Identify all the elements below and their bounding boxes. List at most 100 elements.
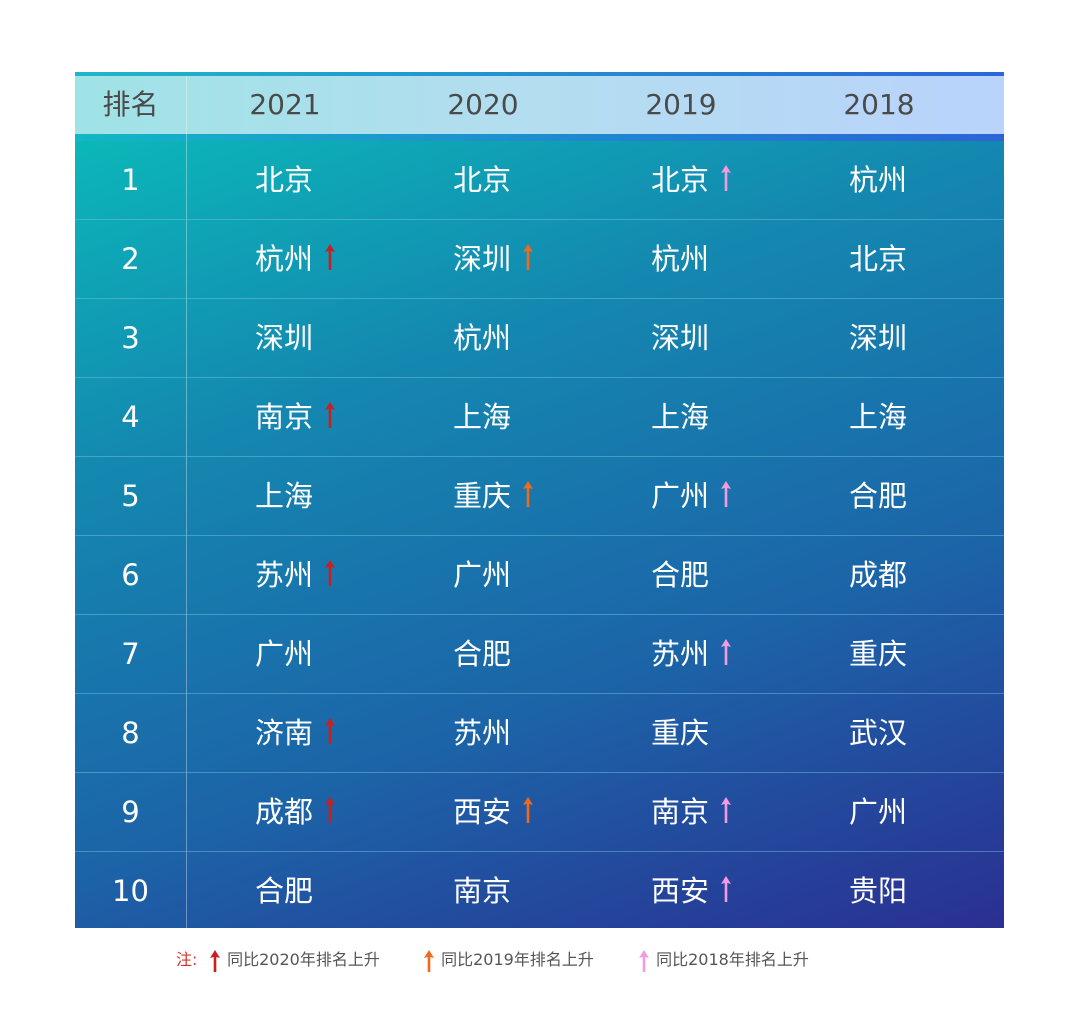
table-row: 3 深圳 杭州 深圳 深圳 xyxy=(75,299,1004,378)
city-cell: 南京 xyxy=(453,852,511,931)
city-name: 杭州 xyxy=(255,242,314,276)
city-cell: 合肥 xyxy=(453,615,511,694)
row-divider xyxy=(75,219,1004,220)
city-name: 北京 xyxy=(255,163,314,197)
city-cell: 贵阳 xyxy=(849,852,907,931)
table-row: 2 杭州 深圳 杭州 北京 xyxy=(75,220,1004,299)
city-cell: 上海 xyxy=(453,378,511,457)
table-row: 8 济南 苏州 重庆 武汉 xyxy=(75,694,1004,773)
city-cell: 北京 xyxy=(849,220,907,299)
city-name: 广州 xyxy=(651,479,710,513)
city-name: 成都 xyxy=(849,558,908,592)
city-name: 合肥 xyxy=(849,479,908,513)
header-year-2020: 2020 xyxy=(447,88,519,121)
city-cell: 杭州 xyxy=(651,220,709,299)
city-name: 合肥 xyxy=(651,558,710,592)
city-name: 苏州 xyxy=(453,716,512,750)
city-cell: 深圳 xyxy=(849,299,907,378)
city-cell: 深圳 xyxy=(651,299,709,378)
city-cell: 苏州 xyxy=(255,536,337,615)
city-name: 北京 xyxy=(453,163,512,197)
city-name: 深圳 xyxy=(255,321,314,355)
city-cell: 成都 xyxy=(849,536,907,615)
city-cell: 南京 xyxy=(255,378,337,457)
city-name: 合肥 xyxy=(255,874,314,908)
legend-item-2018: 同比2018年排名上升 xyxy=(637,945,809,975)
legend-item-2020: 同比2020年排名上升 xyxy=(208,945,380,975)
table-row: 7 广州 合肥 苏州 重庆 xyxy=(75,615,1004,694)
header-year-2021: 2021 xyxy=(249,88,321,121)
city-cell: 北京 xyxy=(255,141,313,220)
rank-cell: 2 xyxy=(121,242,140,276)
arrow-up-icon xyxy=(637,949,651,972)
city-name: 济南 xyxy=(255,716,314,750)
city-cell: 苏州 xyxy=(453,694,511,773)
row-divider xyxy=(75,535,1004,536)
city-name: 杭州 xyxy=(849,163,908,197)
arrow-up-icon xyxy=(719,775,733,854)
city-cell: 深圳 xyxy=(453,220,535,299)
rank-cell: 5 xyxy=(121,479,140,513)
city-name: 武汉 xyxy=(849,716,908,750)
table-row: 4 南京 上海 上海 上海 xyxy=(75,378,1004,457)
city-cell: 广州 xyxy=(453,536,511,615)
city-name: 南京 xyxy=(651,795,710,829)
city-cell: 重庆 xyxy=(849,615,907,694)
rank-cell: 1 xyxy=(121,163,140,197)
ranking-table: 排名 2021 2020 2019 2018 1 北京 北京 北京 杭州 2 杭州 深圳 杭州北… xyxy=(75,72,1004,928)
rank-cell: 4 xyxy=(121,400,140,434)
city-name: 重庆 xyxy=(453,479,512,513)
rank-column-divider xyxy=(186,76,187,928)
city-cell: 西安 xyxy=(453,773,535,852)
table-row: 6 苏州 广州 合肥 成都 xyxy=(75,536,1004,615)
city-cell: 上海 xyxy=(255,457,313,536)
arrow-up-icon xyxy=(719,617,733,696)
city-cell: 合肥 xyxy=(849,457,907,536)
rank-cell: 8 xyxy=(121,716,140,750)
city-cell: 北京 xyxy=(453,141,511,220)
legend-text: 同比2019年排名上升 xyxy=(441,950,594,969)
arrow-up-icon xyxy=(323,696,337,775)
city-cell: 合肥 xyxy=(255,852,313,931)
city-name: 重庆 xyxy=(849,637,908,671)
table-row: 1 北京 北京 北京 杭州 xyxy=(75,141,1004,220)
city-name: 西安 xyxy=(453,795,512,829)
arrow-up-icon xyxy=(208,949,222,972)
city-cell: 广州 xyxy=(849,773,907,852)
city-cell: 成都 xyxy=(255,773,337,852)
arrow-up-icon xyxy=(323,775,337,854)
legend-note-label: 注: xyxy=(176,950,198,969)
city-cell: 广州 xyxy=(651,457,733,536)
arrow-up-icon xyxy=(719,854,733,933)
row-divider xyxy=(75,614,1004,615)
city-name: 深圳 xyxy=(453,242,512,276)
legend-text: 同比2020年排名上升 xyxy=(227,950,380,969)
city-cell: 上海 xyxy=(651,378,709,457)
city-cell: 重庆 xyxy=(651,694,709,773)
city-name: 广州 xyxy=(453,558,512,592)
city-cell: 南京 xyxy=(651,773,733,852)
arrow-up-icon xyxy=(719,143,733,222)
city-name: 上海 xyxy=(453,400,512,434)
city-name: 深圳 xyxy=(849,321,908,355)
city-cell: 苏州 xyxy=(651,615,733,694)
city-cell: 杭州 xyxy=(849,141,907,220)
city-name: 合肥 xyxy=(453,637,512,671)
rank-cell: 7 xyxy=(121,637,140,671)
row-divider xyxy=(75,851,1004,852)
table-row: 5 上海 重庆 广州 合肥 xyxy=(75,457,1004,536)
city-name: 广州 xyxy=(255,637,314,671)
city-name: 重庆 xyxy=(651,716,710,750)
city-cell: 杭州 xyxy=(255,220,337,299)
city-cell: 杭州 xyxy=(453,299,511,378)
city-name: 杭州 xyxy=(453,321,512,355)
header-year-2019: 2019 xyxy=(645,88,717,121)
rank-cell: 3 xyxy=(121,321,140,355)
legend-item-2019: 同比2019年排名上升 xyxy=(422,945,594,975)
city-cell: 重庆 xyxy=(453,457,535,536)
table-header xyxy=(75,76,1004,134)
row-divider xyxy=(75,772,1004,773)
legend-note: 注: xyxy=(176,945,197,975)
city-cell: 合肥 xyxy=(651,536,709,615)
city-name: 成都 xyxy=(255,795,314,829)
